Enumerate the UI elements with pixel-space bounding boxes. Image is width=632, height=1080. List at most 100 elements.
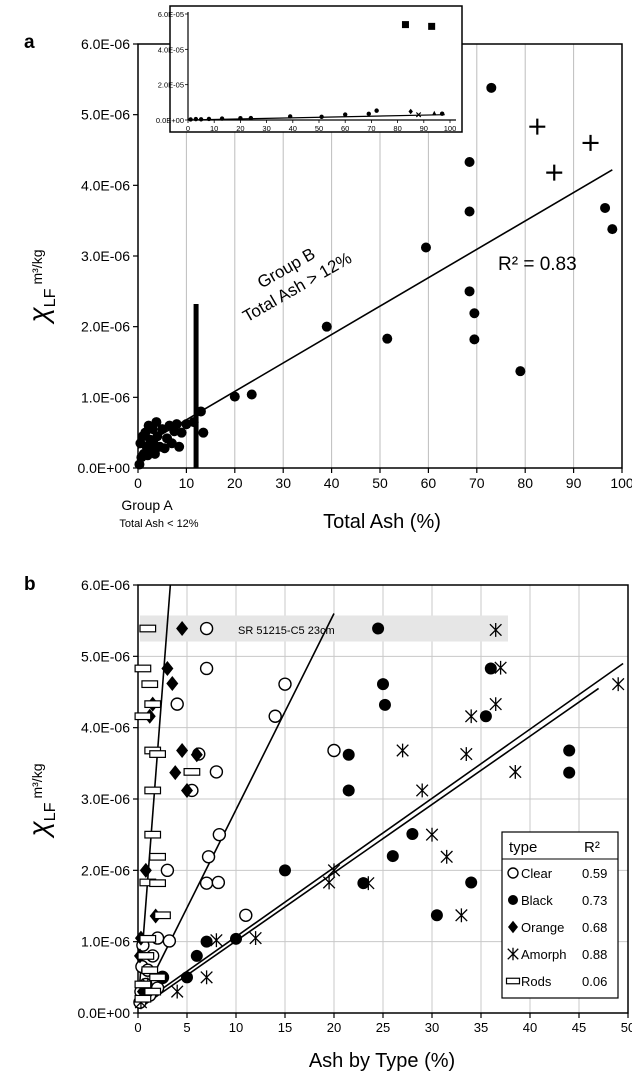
data-point: [229, 391, 240, 402]
data-point: [406, 827, 419, 840]
data-point: [181, 971, 193, 984]
y-tick-label: 3.0E-06: [81, 791, 130, 807]
x-tick-label: 40: [324, 475, 340, 491]
data-point: [464, 157, 475, 168]
inset-x-tick-label: 80: [393, 124, 401, 133]
x-tick-label: 20: [227, 475, 243, 491]
x-tick-label: 0: [134, 1020, 141, 1035]
inset-chart: 0 10 20 30 40 50 60 70 80 90 100 0.0E+00 2.0E-05 4.0E…: [156, 5, 463, 133]
legend-marker: [508, 920, 518, 934]
inset-x-tick-label: 90: [420, 124, 428, 133]
inset-y-tick-label: 6.0E-05: [158, 10, 184, 19]
data-point: [372, 622, 385, 635]
data-point: [176, 427, 187, 438]
inset-data-point: [374, 108, 379, 113]
data-point: [171, 419, 182, 430]
data-point: [134, 994, 152, 1003]
svg-text:χLFm³/kg: χLF m³/kg: [23, 250, 59, 326]
data-point: [486, 82, 497, 93]
y-tick-label: 5.0E-06: [81, 648, 130, 664]
data-point: [198, 427, 209, 438]
data-point: [464, 206, 475, 217]
y-unit: m³/kg: [29, 250, 45, 285]
x-tick-label: 100: [610, 475, 632, 491]
fit-line: [137, 662, 624, 1007]
x-tick-label: 30: [425, 1020, 439, 1035]
data-point: [159, 443, 170, 454]
x-tick-label: 60: [421, 475, 437, 491]
data-point: [152, 431, 163, 442]
inset-x-tick-label: 60: [341, 124, 349, 133]
data-point: [210, 933, 223, 948]
data-point: [278, 677, 292, 691]
legend-frame: [501, 831, 619, 999]
data-point: [396, 743, 409, 758]
legend-r2-value: 0.73: [582, 893, 607, 908]
legend-r2-value: 0.68: [582, 920, 607, 935]
panel-b: b SR 51215-C5 23cm 0.0E+00 1.0E-06 2.0E-06…: [23, 574, 632, 1072]
group-b-annotation: Group B Total Ash > 12%: [240, 244, 355, 326]
inset-data-point: [366, 111, 371, 117]
data-point: [190, 949, 203, 962]
inset-x-tick-label: 40: [289, 124, 297, 133]
data-point: [188, 417, 199, 428]
data-point: [321, 321, 332, 332]
data-point: [174, 441, 185, 452]
data-point: [494, 660, 507, 675]
inset-data-point: [439, 111, 445, 116]
highlight-label: SR 51215-C5 23cm: [238, 625, 335, 637]
panel-b-x-ticks: 0 5 10 15 20 25 30 35 40 45 50: [134, 1013, 632, 1035]
data-point: [239, 908, 253, 922]
legend-marker: [505, 977, 521, 985]
x-tick-label: 10: [179, 475, 195, 491]
panel-a: a 0.0E+00 1.0E-06 2.0E-06 3.0E-06 4.0E-06 5.0…: [23, 5, 632, 533]
inset-x-tick-label: 100: [444, 124, 457, 133]
data-point: [377, 678, 389, 691]
inset-y-tick-label: 2.0E-05: [158, 81, 184, 90]
inset-data-point: [206, 116, 212, 122]
data-point: [489, 697, 502, 712]
x-tick-label: 5: [183, 1020, 190, 1035]
data-point: [455, 908, 468, 923]
data-point: [415, 783, 429, 798]
y-tick-label: 4.0E-06: [81, 177, 130, 193]
data-point: [141, 966, 159, 975]
data-point: [149, 973, 167, 982]
y-tick-label: 1.0E-06: [81, 934, 130, 950]
data-point: [144, 786, 162, 795]
inset-data-point: [193, 116, 199, 122]
legend-marker: [507, 867, 519, 879]
inset-x-tick-label: 50: [315, 124, 323, 133]
data-point: [209, 765, 224, 779]
data-point: [515, 366, 526, 377]
data-point: [139, 624, 157, 633]
data-point: [464, 286, 475, 297]
legend-marker: [507, 947, 519, 961]
group-a-criterion: Total Ash < 12%: [119, 518, 198, 530]
data-point: [211, 875, 226, 890]
data-point: [144, 830, 162, 839]
lf-subscript: LF: [42, 802, 59, 821]
x-tick-label: 25: [376, 1020, 390, 1035]
y-tick-label: 6.0E-06: [81, 36, 130, 52]
panel-b-x-axis-label: Ash by Type (%): [309, 1050, 455, 1072]
fit-line: [142, 687, 600, 1007]
data-point: [279, 864, 291, 877]
panel-a-x-ticks: 0 10 20 30 40 50 60 70 80 90 100: [134, 468, 632, 491]
group-a-title: Group A: [121, 497, 173, 513]
panel-b-y-ticks: 0.0E+00 1.0E-06 2.0E-06 3.0E-06 4.0E-06 5.0E-…: [77, 577, 138, 1021]
inset-x-tick-label: 20: [236, 124, 244, 133]
data-point: [199, 876, 214, 890]
inset-data-point: [319, 114, 324, 120]
data-point: [342, 784, 355, 797]
x-tick-label: 70: [469, 475, 485, 491]
data-point: [181, 782, 193, 798]
plus-marker: [582, 134, 599, 151]
inset-data-point: [248, 115, 254, 121]
y-tick-label: 3.0E-06: [81, 248, 130, 264]
legend-label: Amorph: [521, 947, 567, 962]
data-point: [144, 700, 162, 709]
data-point: [469, 334, 480, 345]
data-point: [176, 621, 189, 637]
data-point: [149, 879, 167, 888]
